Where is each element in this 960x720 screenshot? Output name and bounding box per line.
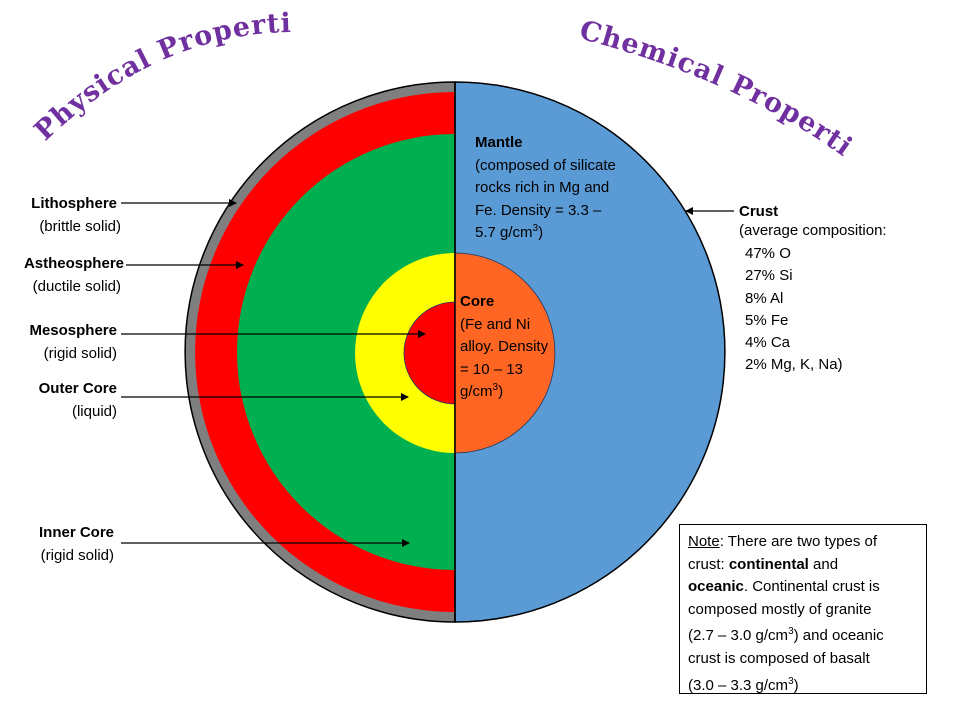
mantle-line-2: rocks rich in Mg and — [475, 179, 609, 196]
mesosphere-desc: (rigid solid) — [44, 345, 117, 362]
crust-item-5: 4% Ca — [745, 334, 791, 351]
inner-core-layer — [403, 301, 456, 405]
mantle-line-1: (composed of silicate — [475, 157, 616, 174]
crust-types-note: Note: There are two types of crust: cont… — [679, 524, 927, 694]
inner-core-label: Inner Core — [39, 524, 114, 541]
lithosphere-desc: (brittle solid) — [39, 218, 121, 235]
mantle-title: Mantle — [475, 134, 523, 151]
note-line-7: (3.0 – 3.3 g/cm3) — [688, 675, 799, 694]
outer-core-label: Outer Core — [39, 380, 117, 397]
note-line-5: (2.7 – 3.0 g/cm3) and oceanic — [688, 626, 884, 645]
note-line-3: oceanic. Continental crust is — [688, 578, 880, 596]
core-title: Core — [460, 293, 494, 310]
crust-item-2: 27% Si — [745, 267, 793, 284]
mantle-layer — [454, 81, 726, 623]
inner-core-desc: (rigid solid) — [41, 547, 114, 564]
asthenosphere-desc: (ductile solid) — [33, 278, 121, 295]
asthenosphere-label: Astheosphere — [24, 255, 124, 272]
crust-item-6: 2% Mg, K, Na) — [745, 356, 843, 373]
note-line-4: composed mostly of granite — [688, 600, 872, 618]
core-line-3: = 10 – 13 — [460, 361, 523, 378]
crust-title: Crust — [739, 203, 778, 220]
note-line-1: Note: There are two types of — [688, 533, 877, 550]
core-layer — [454, 252, 556, 454]
asthenosphere-layer — [237, 134, 455, 570]
note-line-6: crust is composed of basalt — [688, 649, 870, 667]
crust-item-4: 5% Fe — [745, 312, 788, 329]
core-line-4: g/cm3) — [460, 382, 503, 400]
physical-properties-title: Physical Properties — [0, 0, 292, 147]
outer-core-desc: (liquid) — [72, 403, 117, 420]
crust-item-1: 47% O — [745, 245, 791, 262]
mesosphere-label: Mesosphere — [29, 322, 117, 339]
crust-item-3: 8% Al — [745, 290, 783, 307]
mantle-line-3: Fe. Density = 3.3 – — [475, 202, 602, 219]
note-line-2: crust: continental and — [688, 555, 839, 573]
crust-subtitle: (average composition: — [739, 222, 887, 239]
lithosphere-label: Lithosphere — [31, 195, 117, 212]
mantle-line-4: 5.7 g/cm3) — [475, 223, 543, 241]
core-line-1: (Fe and Ni — [460, 316, 530, 333]
core-line-2: alloy. Density — [460, 338, 549, 355]
